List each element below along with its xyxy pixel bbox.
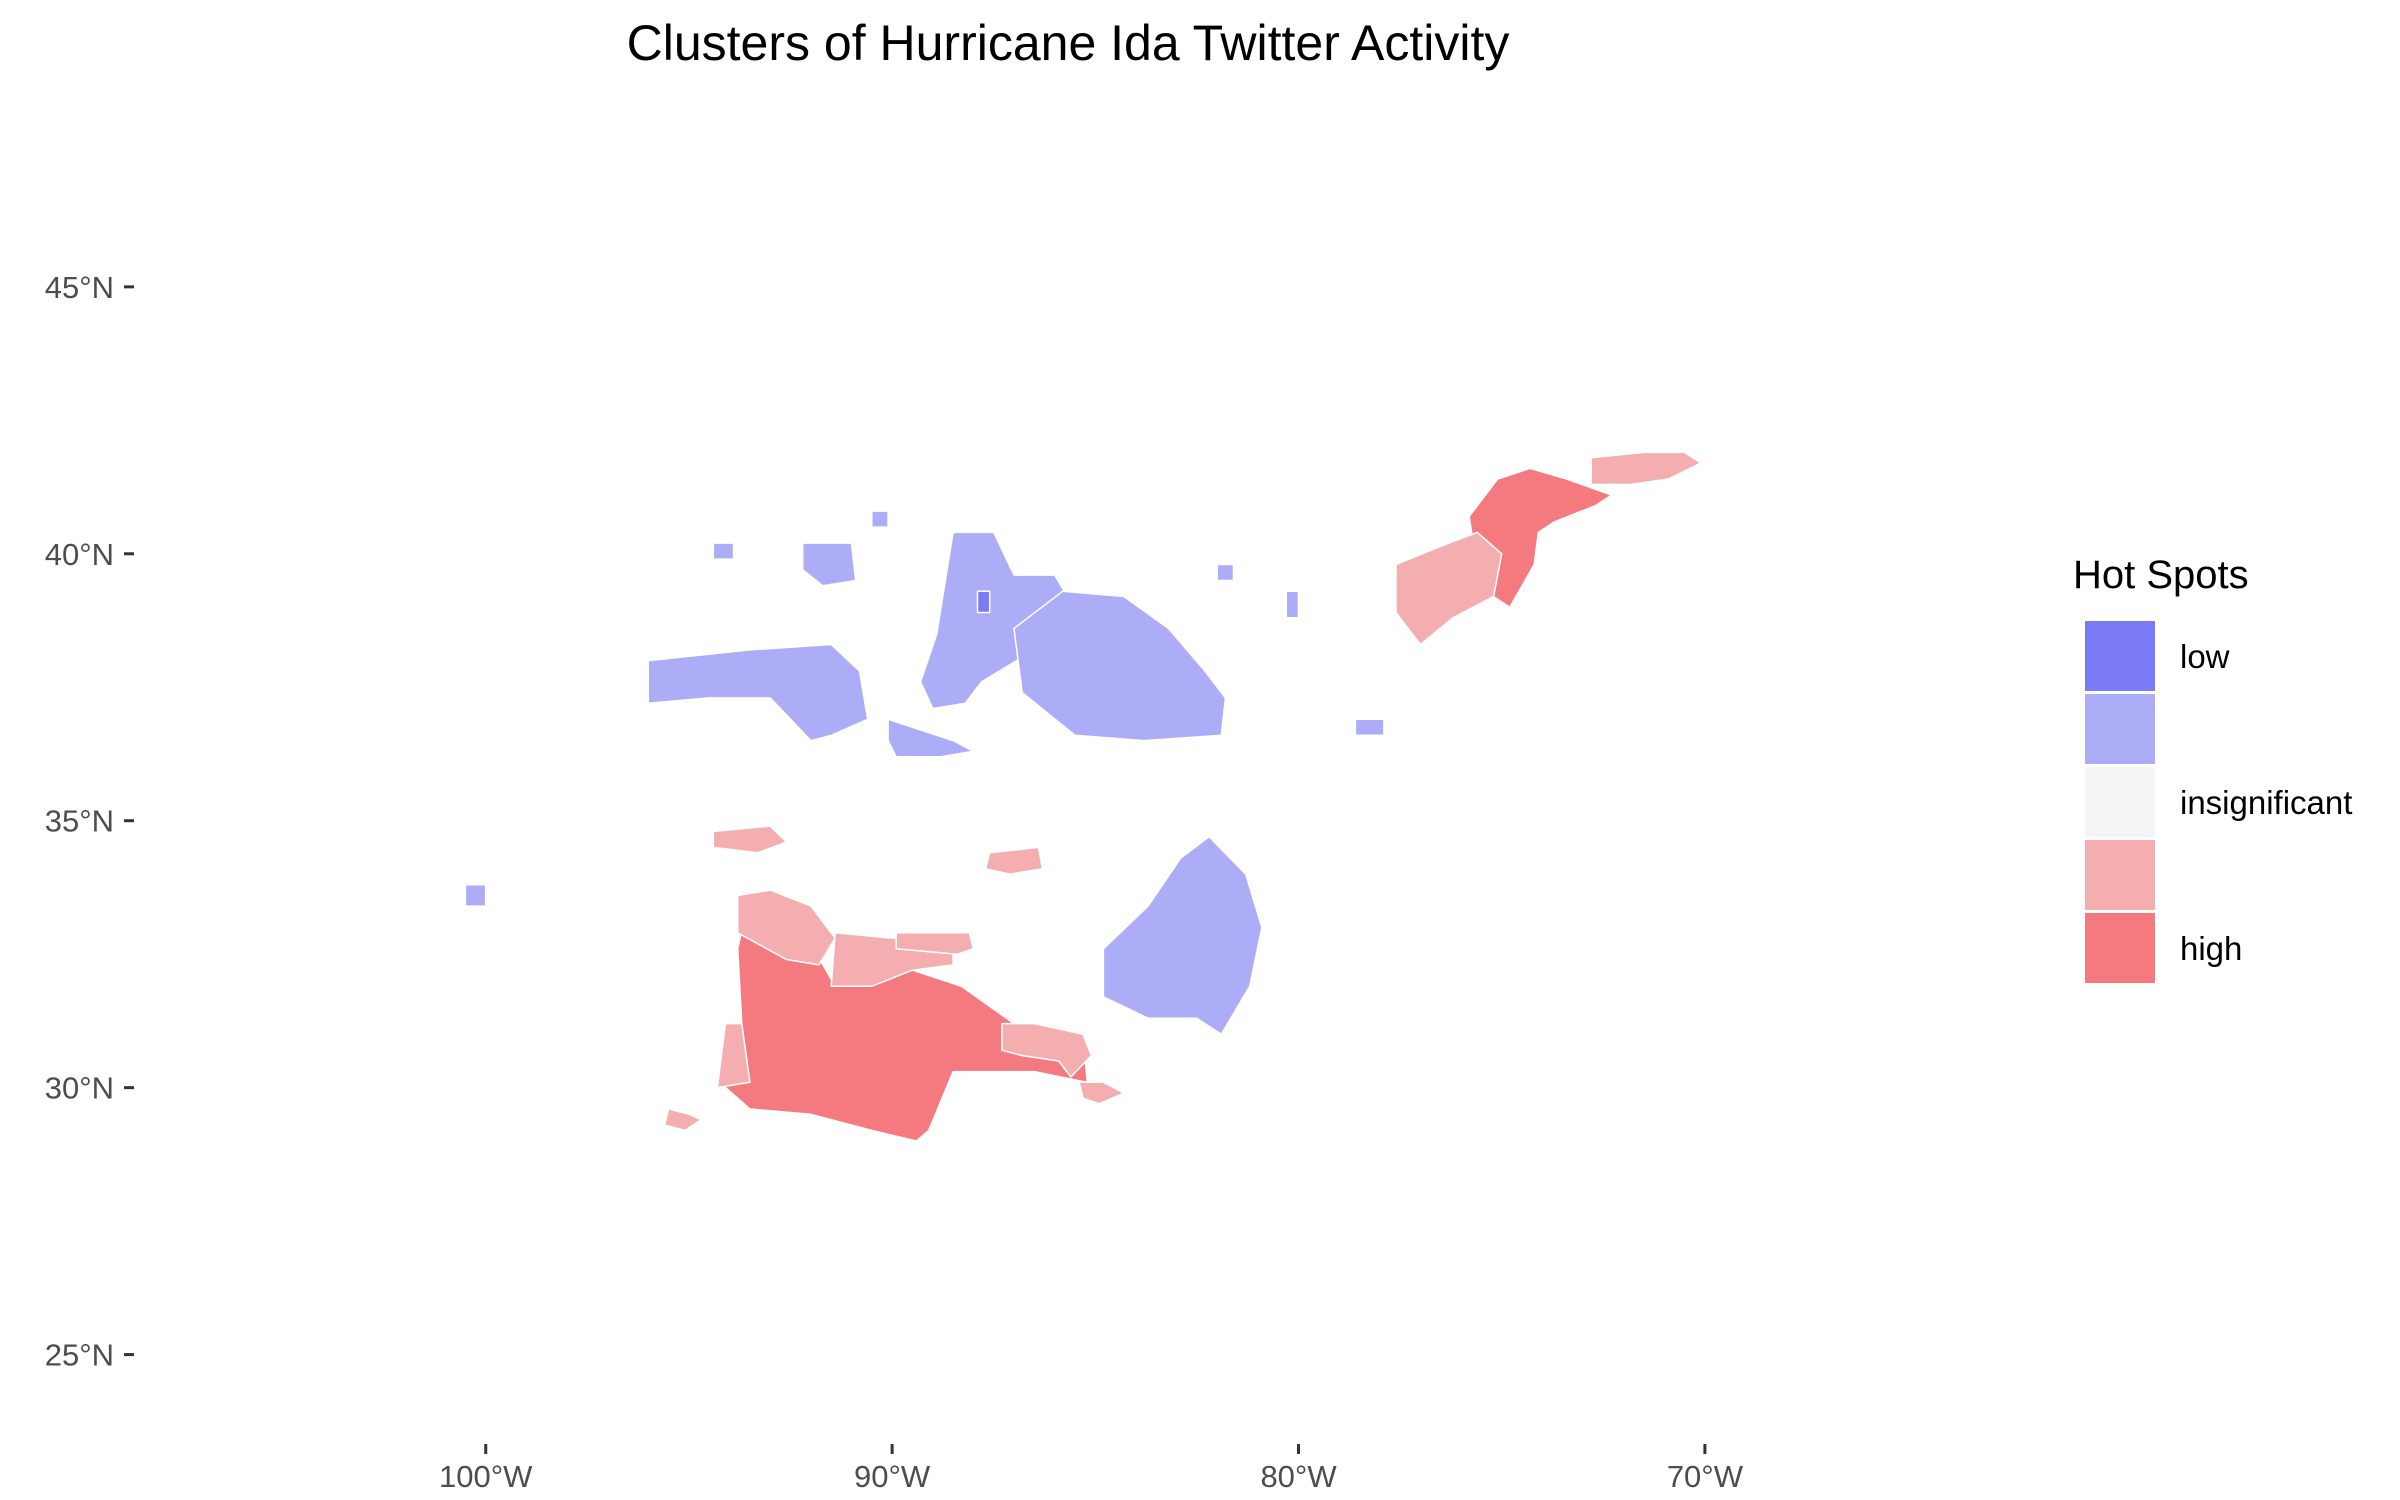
region-louisiana-west-highmid — [716, 1022, 751, 1089]
region-virginia-spot-lowmid — [1285, 590, 1300, 619]
y-tick-label: 45°N — [45, 270, 114, 305]
x-tick-label: 70°W — [1667, 1459, 1744, 1494]
region-new-england-highmid — [1590, 451, 1702, 486]
region-missouri-north-lowmid — [801, 542, 857, 587]
county-clusters-layer — [464, 451, 1702, 1142]
region-kansas-west-lowmid — [464, 884, 487, 907]
legend-entries: low insignificant high — [2085, 621, 2352, 983]
legend-swatch-low-mid — [2085, 694, 2155, 764]
legend-swatch-high — [2085, 913, 2155, 983]
region-nebraska-lowmid — [712, 542, 735, 560]
region-ohio-spot-lowmid — [1216, 563, 1235, 582]
region-alabama-highmid — [1001, 1022, 1093, 1078]
legend-label-insignificant: insignificant — [2180, 784, 2352, 821]
region-kentucky-west-virginia-lowmid — [1013, 590, 1227, 742]
y-tick-label: 30°N — [45, 1071, 114, 1106]
legend-title: Hot Spots — [2073, 553, 2249, 597]
region-mississippi-northeast-highmid — [895, 932, 975, 955]
region-florida-panhandle-highmid — [1078, 1081, 1125, 1105]
region-pennsylvania-highmid — [1395, 531, 1503, 646]
x-tick-label: 90°W — [854, 1459, 931, 1494]
latitude-axis: 25°N 30°N 35°N 40°N 45°N — [45, 270, 134, 1373]
region-illinois-south-lowmid — [887, 718, 975, 758]
legend-swatch-insignificant — [2085, 767, 2155, 837]
region-georgia-carolinas-lowmid — [1102, 835, 1263, 1036]
legend-label-low: low — [2180, 638, 2230, 675]
region-missouri-kansas-lowmid — [647, 643, 869, 742]
y-tick-label: 25°N — [45, 1338, 114, 1373]
region-arkansas-border-highmid — [736, 889, 836, 966]
y-tick-label: 40°N — [45, 537, 114, 572]
x-tick-label: 80°W — [1260, 1459, 1337, 1494]
region-arkansas-north-highmid — [712, 825, 788, 854]
x-tick-label: 100°W — [439, 1459, 533, 1494]
y-tick-label: 35°N — [45, 804, 114, 839]
region-illinois-indiana-lowmid — [919, 531, 1084, 710]
legend-swatch-low — [2085, 621, 2155, 691]
region-virginia-coast-lowmid — [1354, 718, 1385, 737]
region-iowa-border-lowmid — [871, 510, 889, 528]
region-indiana-hotcore-low — [976, 590, 991, 614]
longitude-axis: 100°W 90°W 80°W 70°W — [439, 1444, 1744, 1494]
legend-swatch-high-mid — [2085, 840, 2155, 910]
region-texas-coast-highmid — [663, 1108, 702, 1132]
chart-title: Clusters of Hurricane Ida Twitter Activi… — [627, 15, 1510, 71]
legend-label-high: high — [2180, 930, 2242, 967]
region-tennessee-south-highmid — [984, 846, 1044, 875]
hot-spots-legend: Hot Spots low insignificant high — [2073, 553, 2352, 983]
